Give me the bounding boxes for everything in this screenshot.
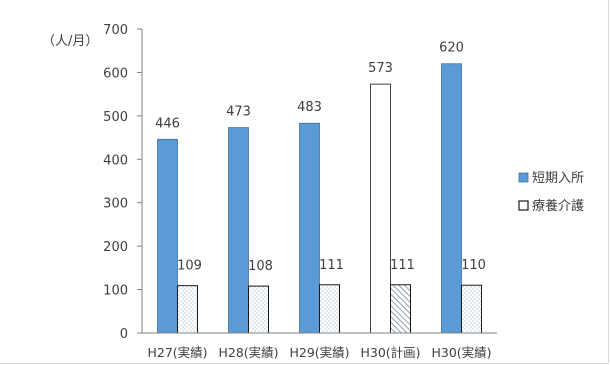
y-tick-label: 500	[103, 110, 128, 125]
data-label-short-stay: 620	[439, 41, 464, 56]
legend-swatch-care	[518, 200, 529, 211]
data-label-short-stay: 446	[155, 116, 180, 131]
legend-label-short-stay: 短期入所	[532, 171, 584, 186]
data-labels: 446 109 473 108 483 111 573 111 620 110	[155, 41, 486, 274]
bar-care	[390, 284, 411, 334]
x-category-label: H27(実績)	[147, 345, 207, 360]
data-label-care: 110	[461, 258, 486, 273]
y-tick-label: 200	[103, 240, 128, 255]
bar-short-stay	[157, 138, 178, 334]
x-category-label: H30(計画)	[360, 345, 420, 360]
data-label-care: 108	[248, 259, 273, 274]
y-tick-label: 600	[103, 66, 128, 81]
bars	[157, 63, 482, 334]
x-category-label: H29(実績)	[289, 345, 349, 360]
data-label-short-stay: 573	[368, 61, 393, 76]
x-category-label: H30(実績)	[431, 345, 491, 360]
data-label-short-stay: 483	[297, 100, 322, 115]
data-label-care: 111	[319, 258, 344, 273]
legend-label-care: 療養介護	[532, 198, 584, 214]
bar-short-stay	[370, 83, 391, 334]
y-tick-label: 300	[103, 197, 128, 212]
data-label-care: 111	[390, 258, 415, 273]
bar-care	[319, 284, 340, 334]
bar-short-stay	[228, 127, 249, 334]
bar-care	[177, 285, 198, 334]
y-tick-label: 0	[120, 327, 128, 342]
bar-care	[248, 285, 269, 334]
bar-short-stay	[441, 63, 462, 334]
data-label-care: 109	[177, 259, 202, 274]
unit-label: （人/月）	[42, 34, 98, 49]
legend: 短期入所 療養介護	[518, 171, 584, 214]
y-tick-label: 400	[103, 153, 128, 168]
bar-care	[461, 284, 482, 334]
x-axis-categories: H27(実績) H28(実績) H29(実績) H30(計画) H30(実績)	[147, 345, 491, 360]
y-tick-label: 100	[103, 284, 128, 299]
y-axis-ticks: 0 100 200 300 400 500 600 700	[103, 23, 142, 342]
bar-short-stay	[299, 122, 320, 334]
legend-swatch-short-stay	[518, 172, 529, 183]
y-tick-label: 700	[103, 23, 128, 38]
x-category-label: H28(実績)	[218, 345, 278, 360]
data-label-short-stay: 473	[226, 105, 251, 120]
